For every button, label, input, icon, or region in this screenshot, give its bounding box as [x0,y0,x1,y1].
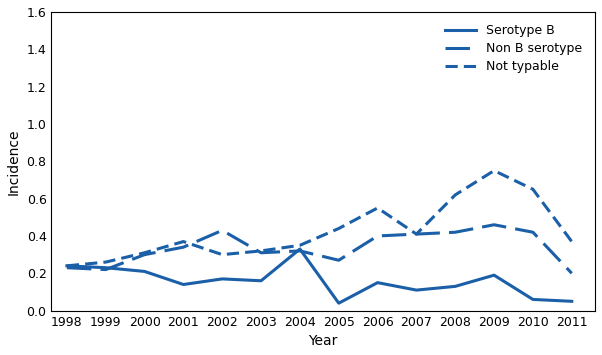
Y-axis label: Incidence: Incidence [7,128,21,195]
Legend: Serotype B, Non B serotype, Not typable: Serotype B, Non B serotype, Not typable [439,18,589,80]
X-axis label: Year: Year [308,334,338,348]
